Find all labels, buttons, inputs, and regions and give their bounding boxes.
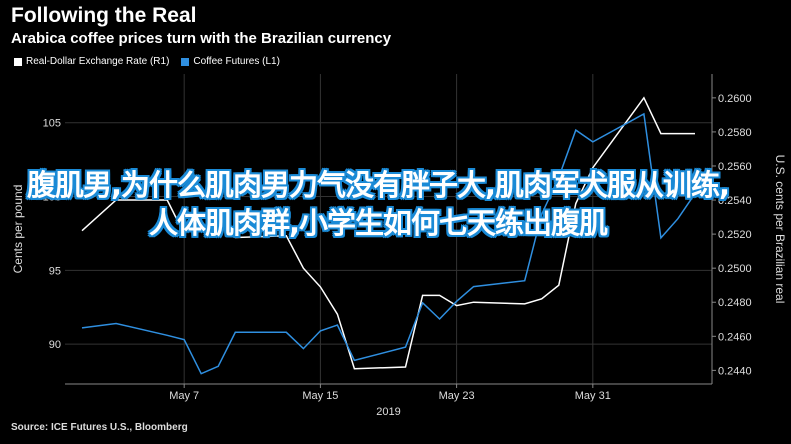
left-tick-label: 90 bbox=[49, 339, 61, 351]
right-tick-label: 0.2480 bbox=[718, 297, 752, 309]
legend-label-real: Real-Dollar Exchange Rate (R1) bbox=[26, 56, 170, 67]
right-tick-label: 0.2560 bbox=[718, 161, 752, 173]
left-axis-label: Cents per pound bbox=[11, 185, 25, 274]
right-tick-label: 0.2540 bbox=[718, 195, 752, 207]
legend-swatch-real bbox=[14, 57, 22, 66]
legend-label-coffee: Coffee Futures (L1) bbox=[193, 56, 280, 67]
chart-subtitle: Arabica coffee prices turn with the Braz… bbox=[11, 30, 392, 47]
series-line-coffee bbox=[81, 112, 696, 375]
overlay-text: 腹肌男,为什么肌肉男力气没有胖子大,肌肉军犬服从训练,人体肌肉群,小学生如何七天… bbox=[26, 168, 730, 240]
x-tick-label: May 15 bbox=[302, 390, 338, 402]
legend: Real-Dollar Exchange Rate (R1) Coffee Fu… bbox=[14, 56, 292, 67]
right-tick-label: 0.2500 bbox=[718, 263, 752, 275]
left-tick-label: 95 bbox=[49, 265, 61, 277]
right-tick-label: 0.2600 bbox=[718, 93, 752, 105]
legend-swatch-coffee bbox=[181, 57, 190, 66]
right-tick-label: 0.2440 bbox=[718, 365, 752, 377]
x-tick-label: May 23 bbox=[439, 390, 475, 402]
source-note: Source: ICE Futures U.S., Bloomberg bbox=[11, 422, 188, 433]
chart-title: Following the Real bbox=[11, 4, 197, 27]
x-year-label: 2019 bbox=[376, 406, 400, 418]
legend-item-real: Real-Dollar Exchange Rate (R1) bbox=[14, 56, 169, 67]
right-axis-label: U.S. cents per Brazilian real bbox=[773, 155, 787, 304]
left-tick-label: 100 bbox=[43, 192, 61, 204]
right-tick-label: 0.2520 bbox=[718, 229, 752, 241]
legend-item-coffee: Coffee Futures (L1) bbox=[181, 56, 280, 67]
x-tick-label: May 31 bbox=[575, 390, 611, 402]
right-tick-label: 0.2460 bbox=[718, 331, 752, 343]
right-tick-label: 0.2580 bbox=[718, 127, 752, 139]
left-tick-label: 105 bbox=[43, 118, 61, 130]
x-tick-label: May 7 bbox=[169, 390, 199, 402]
series-line-real bbox=[81, 96, 695, 370]
